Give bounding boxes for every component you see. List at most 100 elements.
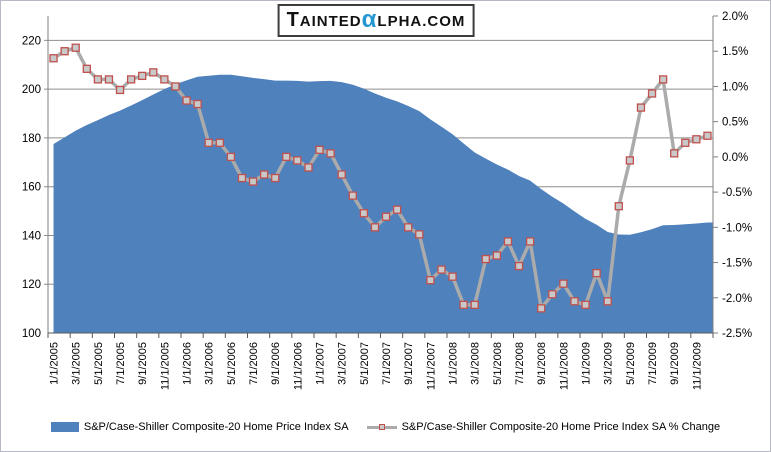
x-axis-tick-label: 5/1/2008 <box>492 342 504 385</box>
x-axis-tick-label: 9/1/2009 <box>669 342 681 385</box>
data-point-marker <box>182 96 191 105</box>
x-axis-tick-label: 9/1/2005 <box>137 342 149 385</box>
x-axis-tick-label: 7/1/2005 <box>115 342 127 385</box>
x-axis-tick-label: 3/1/2009 <box>603 342 615 385</box>
right-axis-tick-label: 2.0% <box>722 11 748 23</box>
data-point-marker <box>581 300 590 309</box>
x-axis-tick-label: 5/1/2009 <box>625 342 637 385</box>
left-axis-tick-label: 200 <box>22 84 41 96</box>
data-point-marker <box>82 64 91 73</box>
left-axis-tick-label: 120 <box>22 279 41 291</box>
x-axis-tick-label: 9/1/2007 <box>403 342 415 385</box>
data-point-marker <box>392 205 402 214</box>
x-axis-tick-label: 7/1/2007 <box>381 342 393 385</box>
x-axis-tick-label: 3/1/2005 <box>71 342 83 385</box>
data-point-marker <box>625 156 635 165</box>
data-point-marker <box>149 68 158 77</box>
x-axis-tick-label: 7/1/2006 <box>248 342 260 385</box>
legend-entry-index: S&P/Case-Shiller Composite-20 Home Price… <box>50 421 349 433</box>
x-axis-tick-label: 11/1/2006 <box>292 342 304 390</box>
right-axis-tick-label: -1.5% <box>722 258 752 270</box>
data-point-marker <box>215 138 224 147</box>
data-point-marker <box>104 75 114 84</box>
x-axis-tick-label: 1/1/2005 <box>49 342 61 385</box>
x-axis-tick-label: 11/1/2007 <box>425 342 437 390</box>
left-axis-tick-label: 160 <box>22 182 41 194</box>
x-axis-tick-label: 5/1/2007 <box>359 342 371 385</box>
data-point-marker <box>326 149 335 158</box>
data-point-marker <box>337 170 346 179</box>
right-axis-tick-label: 0.0% <box>722 152 748 164</box>
banner-text: T <box>286 9 300 31</box>
x-axis-tick-label: 11/1/2009 <box>691 342 703 390</box>
data-point-marker <box>492 251 502 260</box>
banner-text: AINTED <box>299 13 362 30</box>
banner-text: LPHA.COM <box>377 13 466 30</box>
data-point-marker <box>681 138 690 147</box>
data-point-marker <box>193 99 202 109</box>
x-axis-tick-label: 3/1/2006 <box>204 342 216 385</box>
data-point-marker <box>359 209 369 218</box>
right-axis-tick-label: -2.0% <box>722 293 752 305</box>
x-axis-tick-label: 5/1/2006 <box>226 342 238 385</box>
legend-label: S&P/Case-Shiller Composite-20 Home Price… <box>401 421 721 433</box>
data-point-marker <box>570 297 579 306</box>
alpha-logo-icon: α <box>361 6 378 33</box>
data-point-marker <box>448 272 457 281</box>
right-axis-tick-label: -0.5% <box>722 187 752 199</box>
x-axis-tick-label: 5/1/2005 <box>93 342 105 385</box>
data-point-marker <box>348 191 357 200</box>
data-point-marker <box>381 212 391 221</box>
x-axis-tick-label: 11/1/2008 <box>558 342 570 390</box>
data-point-marker <box>259 170 269 179</box>
data-point-marker <box>271 173 280 183</box>
data-point-marker <box>603 297 612 306</box>
area-series-swatch-icon <box>50 422 79 432</box>
data-point-marker <box>93 75 103 84</box>
data-point-marker <box>514 261 524 271</box>
data-point-marker <box>647 89 657 98</box>
data-point-marker <box>503 237 513 246</box>
data-point-marker <box>437 265 446 274</box>
data-point-marker <box>470 300 479 309</box>
site-banner[interactable]: T AINTED α LPHA.COM <box>277 4 475 37</box>
x-axis-tick-label: 1/1/2007 <box>315 342 327 385</box>
data-point-marker <box>204 138 213 147</box>
x-axis-tick-label: 9/1/2006 <box>270 342 282 385</box>
legend-label: S&P/Case-Shiller Composite-20 Home Price… <box>83 421 349 433</box>
left-axis-tick-label: 220 <box>22 35 41 47</box>
right-axis-tick-label: 1.5% <box>722 46 748 58</box>
x-axis-tick-label: 1/1/2008 <box>448 342 460 385</box>
data-point-marker <box>71 43 80 52</box>
x-axis-tick-label: 9/1/2008 <box>536 342 548 385</box>
x-axis-tick-label: 11/1/2005 <box>159 342 171 390</box>
x-axis-tick-label: 1/1/2009 <box>581 342 593 385</box>
data-point-marker <box>559 279 568 288</box>
data-point-marker <box>304 163 313 172</box>
x-axis-tick-label: 3/1/2007 <box>337 342 349 385</box>
line-series-swatch-icon <box>366 423 397 432</box>
left-axis-tick-label: 180 <box>22 133 41 145</box>
right-axis-tick-label: -2.5% <box>722 328 752 340</box>
data-point-marker <box>537 304 546 313</box>
data-point-marker <box>282 152 291 162</box>
legend-entry-pct-change: S&P/Case-Shiller Composite-20 Home Price… <box>366 421 721 433</box>
data-point-marker <box>60 47 69 56</box>
data-point-marker <box>548 290 557 299</box>
data-point-marker <box>459 300 468 309</box>
right-axis-tick-label: 1.0% <box>722 81 748 93</box>
right-axis-tick-label: -1.0% <box>722 222 752 234</box>
data-point-marker <box>160 75 169 84</box>
data-point-marker <box>692 135 701 144</box>
data-point-marker <box>670 149 679 158</box>
data-point-marker <box>126 75 136 84</box>
data-point-marker <box>115 85 125 95</box>
x-axis-tick-label: 1/1/2006 <box>182 342 194 385</box>
x-axis-tick-label: 7/1/2009 <box>647 342 659 385</box>
data-point-marker <box>370 223 380 232</box>
data-point-marker <box>293 156 302 165</box>
x-axis-tick-label: 3/1/2008 <box>470 342 482 385</box>
data-point-marker <box>614 202 623 211</box>
data-point-marker <box>426 276 435 285</box>
